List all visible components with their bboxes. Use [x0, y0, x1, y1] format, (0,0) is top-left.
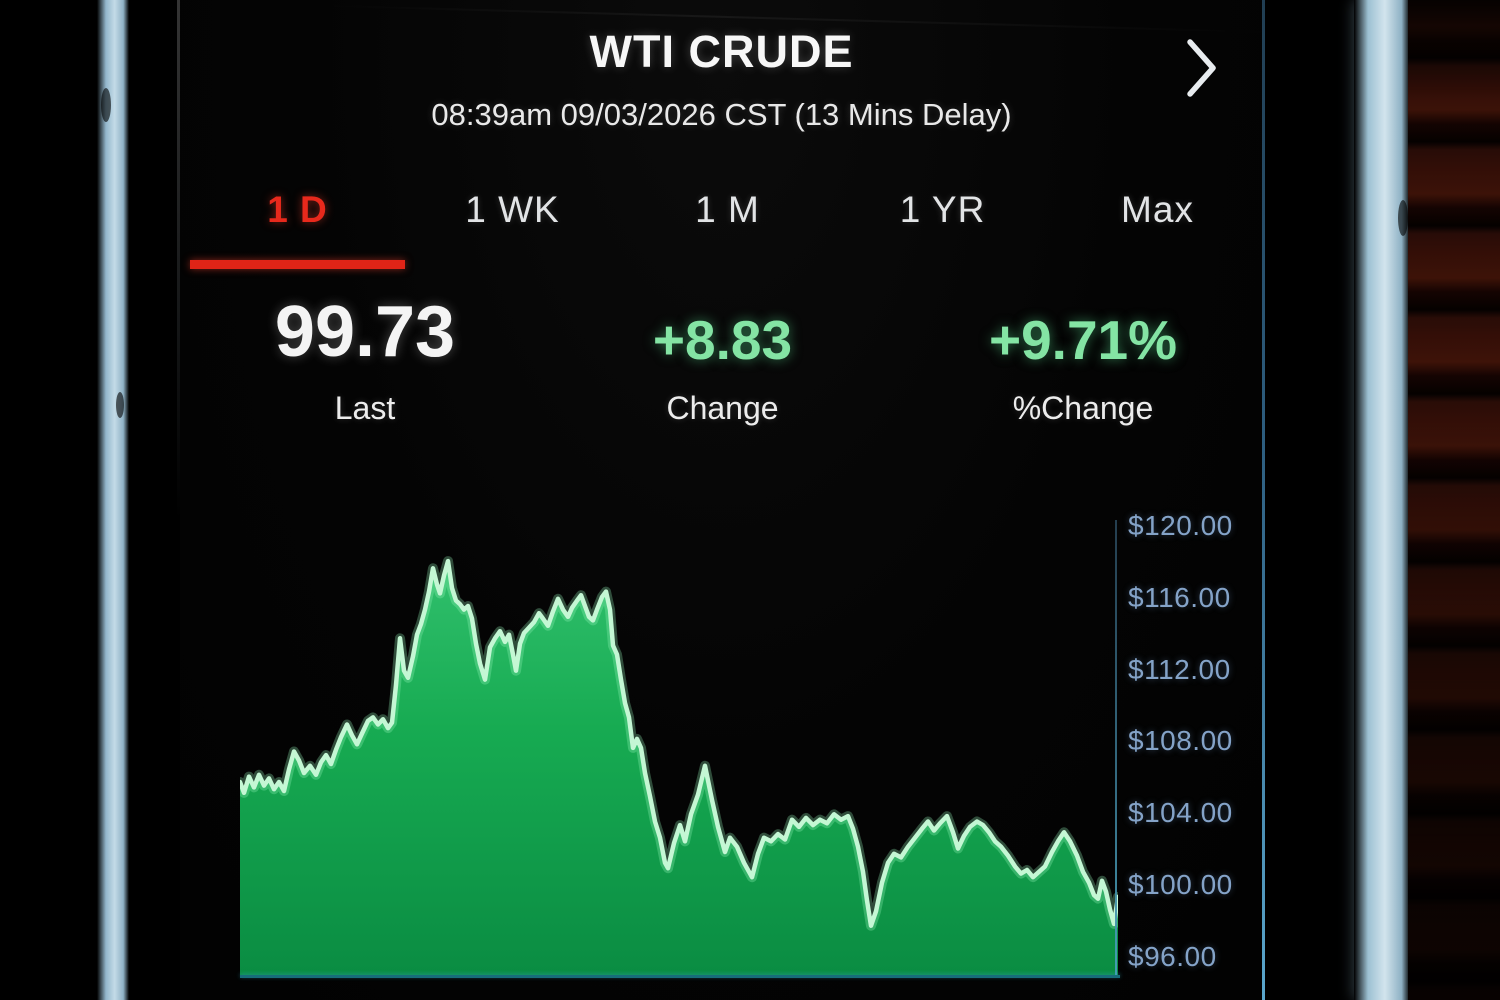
- stat-percent-change: +9.71% %Change: [928, 292, 1238, 427]
- last-price: 99.73: [274, 292, 456, 372]
- percent-change-label: %Change: [1012, 390, 1154, 426]
- quote-stats: 99.73 Last +8.83 Change +9.71% %Change: [180, 292, 1263, 432]
- y-tick: $116.00: [1128, 581, 1231, 613]
- y-tick: $96.00: [1128, 940, 1217, 972]
- edge-speck: [1398, 200, 1408, 236]
- page-title: WTI CRUDE: [589, 26, 854, 77]
- change-value: +8.83: [652, 309, 793, 371]
- change-label: Change: [666, 390, 779, 426]
- y-tick: $108.00: [1128, 725, 1233, 757]
- y-tick: $112.00: [1128, 653, 1231, 685]
- chart-baseline: [240, 975, 1120, 978]
- device-edge-highlight-left: [97, 0, 129, 1000]
- quote-app-screen: WTI CRUDE 08:39am 09/03/2026 CST (13 Min…: [180, 0, 1280, 1000]
- edge-speck: [116, 392, 124, 418]
- y-axis-line: [1115, 520, 1117, 976]
- y-tick: $104.00: [1128, 797, 1233, 829]
- y-tick: $120.00: [1128, 510, 1233, 541]
- timeframe-tabs: 1 D 1 WK 1 M 1 YR Max: [190, 183, 1265, 237]
- percent-change-value: +9.71%: [988, 309, 1178, 371]
- edge-speck: [101, 88, 111, 122]
- background-texture: [1408, 0, 1500, 1000]
- y-tick: $100.00: [1128, 869, 1233, 901]
- stat-last: 99.73 Last: [210, 292, 520, 427]
- stat-change: +8.83 Change: [560, 292, 885, 427]
- chevron-right-icon[interactable]: [1187, 38, 1217, 98]
- tab-1m[interactable]: 1 M: [695, 189, 760, 230]
- active-tab-underline: [190, 260, 405, 269]
- screen-edge-right: [1262, 0, 1265, 1000]
- tab-max[interactable]: Max: [1121, 189, 1194, 230]
- screen-edge-left: [177, 0, 182, 520]
- price-area-chart[interactable]: [240, 518, 1118, 978]
- tab-1wk[interactable]: 1 WK: [465, 189, 560, 230]
- device-edge-highlight-right: [1354, 0, 1410, 1000]
- tab-1yr[interactable]: 1 YR: [899, 189, 986, 230]
- last-price-label: Last: [334, 390, 396, 426]
- tab-1d[interactable]: 1 D: [267, 189, 328, 230]
- quote-timestamp: 08:39am 09/03/2026 CST (13 Mins Delay): [431, 97, 1012, 132]
